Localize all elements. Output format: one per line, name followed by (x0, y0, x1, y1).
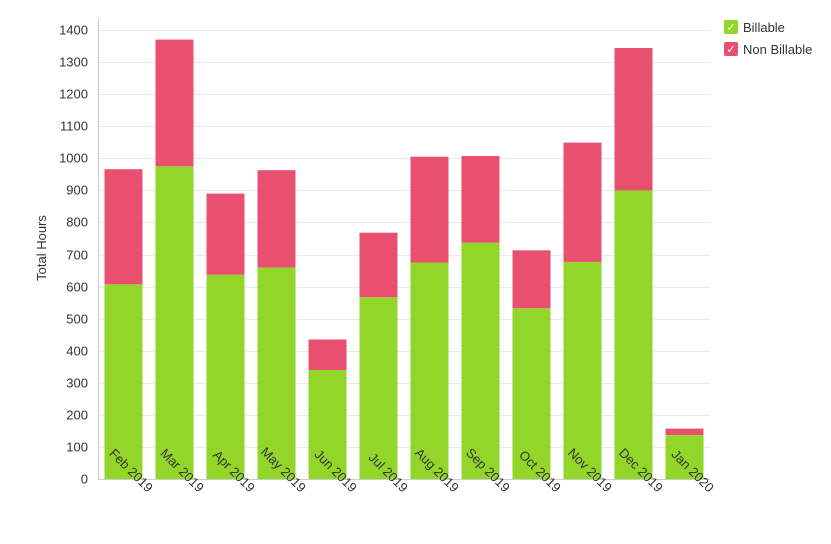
bar-non-billable[interactable] (308, 339, 347, 371)
y-tick-label: 200 (66, 408, 88, 423)
bar-billable[interactable] (155, 166, 194, 480)
y-axis-label: Total Hours (34, 215, 49, 281)
y-tick-label: 1300 (59, 55, 88, 70)
bar-billable[interactable] (563, 261, 602, 479)
legend-label-billable: Billable (743, 19, 785, 35)
legend: ✓ Billable ✓ Non Billable (724, 16, 812, 60)
check-icon[interactable]: ✓ (724, 20, 738, 34)
bar-billable[interactable] (104, 284, 143, 479)
y-tick-label: 1100 (60, 119, 88, 134)
bar-billable[interactable] (665, 435, 704, 479)
bar-billable[interactable] (308, 370, 347, 479)
bar-non-billable[interactable] (155, 39, 194, 167)
y-tick-label: 700 (66, 248, 88, 263)
y-axis-ticks: 0 100 200 300 400 500 600 700 800 900 1000 1100 1200… (59, 23, 88, 487)
y-tick-label: 1200 (59, 87, 88, 102)
bar-non-billable[interactable] (104, 169, 143, 285)
y-tick-label: 600 (66, 280, 88, 295)
bar-billable[interactable] (206, 274, 245, 479)
axes (98, 18, 710, 480)
check-icon[interactable]: ✓ (724, 42, 738, 56)
bar-billable[interactable] (461, 242, 500, 479)
y-tick-label: 400 (66, 344, 88, 359)
bar-billable[interactable] (257, 267, 296, 479)
bar-billable[interactable] (359, 297, 398, 479)
bar-non-billable[interactable] (563, 142, 602, 262)
bar-billable[interactable] (512, 308, 551, 479)
y-tick-label: 100 (66, 440, 88, 455)
legend-item-non-billable[interactable]: ✓ Non Billable (724, 38, 812, 60)
gridlines (98, 30, 710, 448)
y-tick-label: 500 (66, 312, 88, 327)
y-tick-label: 900 (66, 183, 88, 198)
y-tick-label: 0 (81, 472, 88, 487)
bar-billable[interactable] (410, 262, 449, 480)
bar-non-billable[interactable] (206, 193, 245, 275)
legend-item-billable[interactable]: ✓ Billable (724, 16, 812, 38)
y-tick-label: 1000 (59, 151, 88, 166)
bar-non-billable[interactable] (410, 156, 449, 263)
y-tick-label: 300 (66, 376, 88, 391)
bar-non-billable[interactable] (461, 156, 500, 243)
legend-label-non-billable: Non Billable (743, 41, 813, 57)
bars (104, 39, 704, 480)
y-tick-label: 800 (66, 215, 88, 230)
bar-non-billable[interactable] (257, 170, 296, 268)
y-tick-label: 1400 (59, 23, 88, 38)
bar-non-billable[interactable] (512, 250, 551, 309)
bar-non-billable[interactable] (665, 428, 704, 435)
bar-non-billable[interactable] (359, 232, 398, 298)
bar-billable[interactable] (614, 190, 653, 479)
bar-non-billable[interactable] (614, 48, 653, 191)
